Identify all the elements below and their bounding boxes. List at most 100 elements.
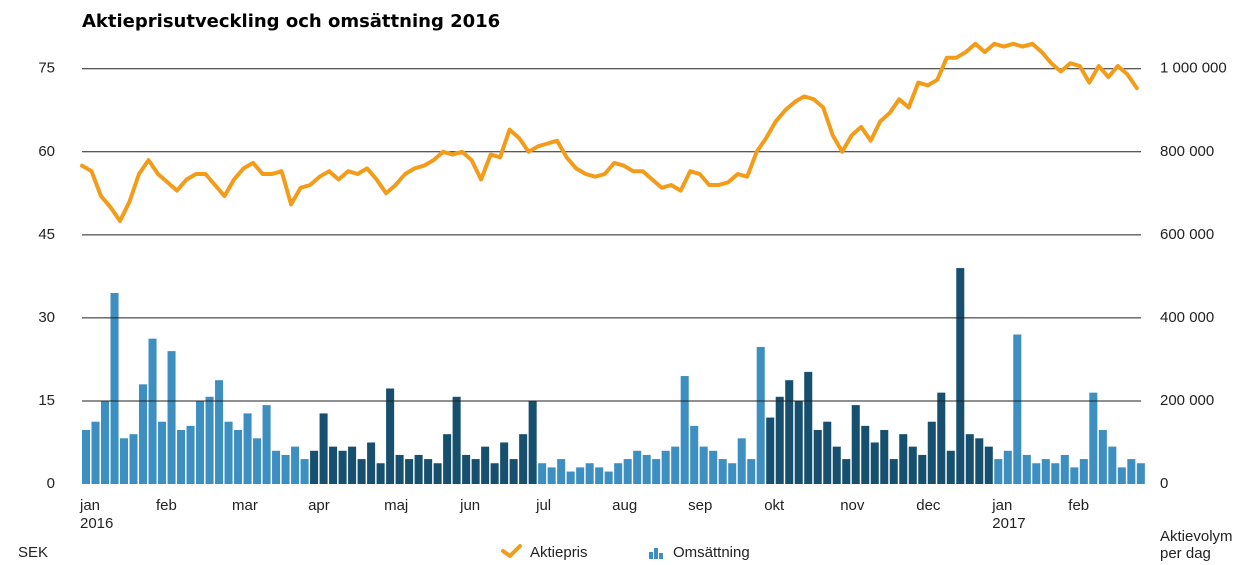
volume-bar (756, 346, 765, 484)
volume-bar (880, 430, 889, 484)
volume-bar (262, 405, 271, 484)
volume-bar (595, 467, 604, 484)
volume-bar (927, 421, 936, 484)
volume-bar (1060, 454, 1069, 484)
volume-bar (661, 450, 670, 484)
y-tick-label: 15 (38, 392, 55, 409)
volume-bar (918, 454, 927, 484)
volume-bar (899, 434, 908, 484)
volume-bar (566, 471, 575, 484)
volume-bar (281, 454, 290, 484)
volume-bar (509, 459, 518, 484)
volume-bar (471, 459, 480, 484)
volume-bar (975, 438, 984, 484)
volume-bar (1032, 463, 1041, 484)
volume-bar (557, 459, 566, 484)
volume-bar (82, 430, 91, 484)
y-tick-label: 0 (47, 475, 55, 492)
volume-bar (167, 351, 176, 484)
y2-axis-label: Aktievolym (1160, 528, 1233, 545)
volume-bar (785, 380, 794, 484)
volume-bar (718, 459, 727, 484)
volume-bar (623, 459, 632, 484)
volume-bar (1022, 454, 1031, 484)
x-tick-label: jul (535, 497, 551, 514)
volume-bar (348, 446, 357, 484)
volume-bar (1079, 459, 1088, 484)
y-tick-label: 45 (38, 226, 55, 243)
volume-bar (956, 268, 965, 484)
volume-bar (1098, 430, 1107, 484)
legend-bar-icon (654, 548, 658, 559)
grid (82, 68, 1141, 402)
volume-bar (652, 459, 661, 484)
volume-bar (1108, 446, 1117, 484)
volume-bar (823, 421, 832, 484)
volume-bar (680, 376, 689, 484)
volume-bar (547, 467, 556, 484)
volume-bar (177, 430, 186, 484)
y2-tick-label: 800 000 (1160, 143, 1214, 160)
volume-bar (386, 388, 395, 484)
volume-bar (804, 371, 813, 484)
volume-bar (300, 459, 309, 484)
volume-bar (832, 446, 841, 484)
volume-bar (443, 434, 452, 484)
volume-bar (319, 413, 328, 484)
volume-bar (728, 463, 737, 484)
volume-bar (851, 405, 860, 484)
volume-bar (538, 463, 547, 484)
volume-bar (842, 459, 851, 484)
volume-bar (946, 450, 955, 484)
y2-axis-label: per dag (1160, 545, 1211, 562)
chart-title: Aktieprisutveckling och omsättning 2016 (82, 11, 500, 32)
volume-bar (861, 425, 870, 484)
x-tick-label: aug (612, 497, 637, 514)
volume-bar (224, 421, 233, 484)
volume-bar (215, 380, 224, 484)
volume-bar (357, 459, 366, 484)
volume-bar (585, 463, 594, 484)
legend-bar-icon (659, 553, 663, 559)
volume-bar (747, 459, 756, 484)
volume-bar (405, 459, 414, 484)
volume-bar (1127, 459, 1136, 484)
volume-bar (186, 425, 195, 484)
volume-bar (1041, 459, 1050, 484)
x-tick-label: feb (156, 497, 177, 514)
volume-bar (642, 454, 651, 484)
volume-bar (984, 446, 993, 484)
volume-bar (272, 450, 281, 484)
x-tick-label: jan (991, 497, 1012, 514)
volume-bar (500, 442, 509, 484)
volume-bar (1089, 392, 1098, 484)
volume-bar (205, 396, 214, 484)
volume-bar (614, 463, 623, 484)
volume-bar (699, 446, 708, 484)
volume-bar (253, 438, 262, 484)
volume-bar (91, 421, 100, 484)
volume-bar (452, 396, 461, 484)
volume-bar (338, 450, 347, 484)
volume-bar (1051, 463, 1060, 484)
x-tick-label: okt (764, 497, 785, 514)
x-year-label: 2017 (992, 515, 1025, 532)
volume-bar (424, 459, 433, 484)
volume-bar (490, 463, 499, 484)
legend-label: Aktiepris (530, 544, 588, 561)
volume-bar (908, 446, 917, 484)
volume-bar (519, 434, 528, 484)
volume-bar (766, 417, 775, 484)
volume-bar (576, 467, 585, 484)
y2-tick-label: 200 000 (1160, 392, 1214, 409)
volume-bar (1013, 334, 1022, 484)
y-axis-label: SEK (18, 544, 48, 561)
volume-bar (737, 438, 746, 484)
volume-bar (1117, 467, 1126, 484)
volume-bar (671, 446, 680, 484)
volume-bar (481, 446, 490, 484)
bars (82, 268, 1145, 484)
volume-bar (794, 400, 803, 484)
volume-bar (870, 442, 879, 484)
